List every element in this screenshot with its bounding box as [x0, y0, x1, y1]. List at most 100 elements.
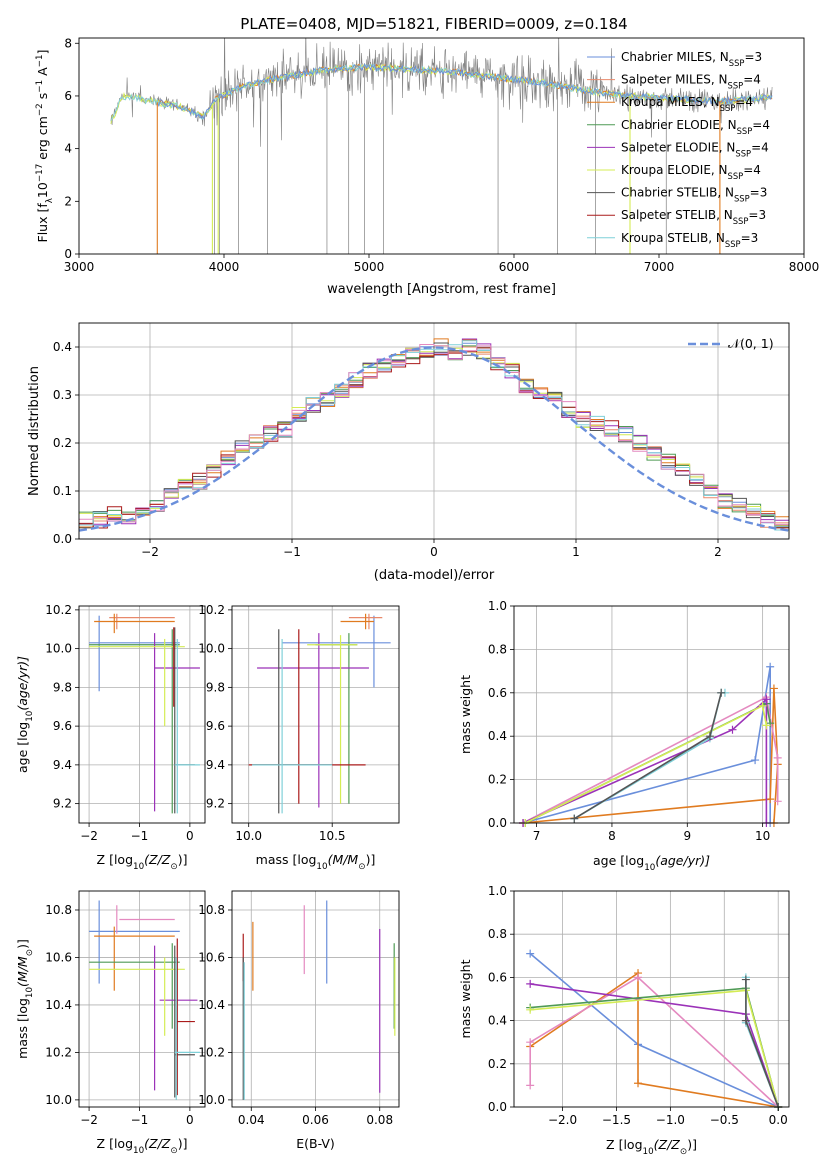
mass-vs-EBV-ytick-label-0: 10.0: [198, 1093, 225, 1107]
mass-weight-vs-Z-marker-2-2: [634, 973, 643, 982]
spectrum-ylabel: Flux [fλ10−17 erg cm−2 s−1 A−1]: [35, 50, 55, 243]
mass-vs-EBV-xlabel: E(B-V): [296, 1136, 335, 1151]
mass-weight-vs-age-ytick-label-4: 0.8: [488, 642, 507, 656]
mass-weight-vs-age-ytick-label-5: 1.0: [488, 599, 507, 613]
age-vs-mass-ytick-label-3: 9.8: [206, 680, 225, 694]
mass-weight-vs-age-marker-1-2: [769, 684, 778, 693]
mass-weight-vs-age-frame: [513, 605, 790, 824]
mass-weight-vs-Z-marker-0-0: [526, 949, 535, 958]
mass-weight-vs-age-panel: 7 8 9 10 0.0 0.2 0.4 0.6 0.8 1.0 age [log10(age/yr…: [458, 599, 790, 873]
histogram-series-7: [79, 347, 789, 529]
age-vs-Z-xtick-label-0: −2: [80, 829, 98, 843]
age-vs-Z-panel: −2 −1 0 9.2 9.4 9.6 9.8 10.0 10.2 Z [log10(Z/Z⊙)]…: [15, 603, 206, 872]
legend-label-8: Kroupa STELIB, NSSP=3: [621, 231, 758, 249]
age-vs-Z-ytick-label-2: 9.6: [53, 719, 72, 733]
legend-label-3: Chabrier ELODIE, NSSP=4: [621, 118, 770, 136]
mass-weight-vs-age-marker-7-0: [570, 814, 579, 823]
spectrum-xtick-label-1: 4000: [209, 260, 240, 274]
histogram-xlabel: (data-model)/error: [374, 568, 495, 583]
age-vs-Z-ytick-label-3: 9.8: [53, 680, 72, 694]
age-vs-Z-ytick-label-1: 9.4: [53, 758, 72, 772]
residual-histogram-ytick-label-0: 0.0: [53, 532, 72, 546]
legend-label-6: Chabrier STELIB, NSSP=3: [621, 186, 767, 204]
legend-label-4: Salpeter ELODIE, NSSP=4: [621, 140, 769, 158]
mass-weight-vs-Z-plot-area: [526, 949, 783, 1111]
mass-vs-EBV-ytick-label-1: 10.2: [198, 1045, 225, 1059]
mass-vs-Z-xtick-label-1: −1: [131, 1113, 149, 1127]
mass-weight-vs-age-marker-2-2: [773, 753, 782, 762]
age-vs-Z-xlabel: Z [log10(Z/Z⊙)]: [97, 852, 188, 872]
mass-weight-vs-age-marker-1-1: [766, 795, 775, 804]
mass-weight-vs-age-series-0: [522, 666, 771, 824]
legend-label-1: Salpeter MILES, NSSP=4: [621, 73, 761, 91]
spectrum-ytick-label-2: 4: [64, 142, 72, 156]
spectrum-ytick-label-1: 2: [64, 194, 72, 208]
age-vs-mass-xlabel: mass [log10(M/M⊙)]: [256, 852, 376, 872]
legend-label-0: Chabrier MILES, NSSP=3: [621, 50, 762, 68]
mass-weight-vs-Z-xtick-label-0: −2.0: [548, 1113, 577, 1127]
residual-histogram-xtick-label-2: 0: [430, 545, 438, 559]
mass-weight-vs-age-marker-7-2: [717, 688, 726, 697]
mass-weight-vs-age-marker-4-1: [728, 725, 737, 734]
mass-vs-EBV-xtick-label-0: 0.04: [238, 1113, 265, 1127]
mass-vs-Z-ytick-label-3: 10.6: [45, 950, 72, 964]
mass-vs-Z-xlabel: Z [log10(Z/Z⊙)]: [97, 1136, 188, 1156]
mass-weight-vs-Z-ytick-label-1: 0.2: [488, 1057, 507, 1071]
residual-histogram-xtick-label-0: −2: [141, 545, 159, 559]
spectrum-frame: [78, 37, 805, 255]
mass-weight-vs-age-series-2: [522, 695, 779, 824]
mass-weight-vs-Z-xlabel: Z [log10(Z/Z⊙)]: [606, 1137, 697, 1157]
mass-weight-vs-age-plot-area: [519, 662, 782, 827]
mass-vs-Z-panel: −2 −1 0 10.0 10.2 10.4 10.6 10.8 Z [log10(Z/Z⊙)]…: [15, 890, 206, 1156]
residual-histogram-xtick-label-1: −1: [283, 545, 301, 559]
mass-vs-Z-ytick-label-1: 10.2: [45, 1045, 72, 1059]
age-vs-mass-plot-area: [248, 613, 391, 814]
mass-weight-vs-age-ytick-label-1: 0.2: [488, 773, 507, 787]
mass-weight-vs-Z-series-5: [530, 989, 779, 1108]
histogram-ylabel: Normed distribution: [27, 366, 42, 496]
mass-vs-Z-ytick-label-2: 10.4: [45, 998, 72, 1012]
mass-weight-vs-Z-marker-2-0: [526, 1081, 535, 1090]
mass-vs-EBV-xtick-label-2: 0.08: [366, 1113, 393, 1127]
mass-vs-EBV-xtick-label-1: 0.06: [302, 1113, 329, 1127]
mass-weight-vs-Z-marker-1-2: [634, 1079, 643, 1088]
histogram-series-9: [79, 344, 789, 526]
mass-weight-vs-age-marker-5-1: [758, 701, 767, 710]
mass-weight-vs-Z-ylabel: mass weight: [458, 959, 473, 1038]
mass-weight-vs-Z-xtick-label-1: −1.5: [602, 1113, 631, 1127]
mass-weight-vs-age-xtick-label-1: 8: [608, 829, 616, 843]
mass-vs-Z-xtick-label-2: 0: [186, 1113, 194, 1127]
age-vs-mass-ytick-label-5: 10.2: [198, 603, 225, 617]
mass-weight-vs-age-marker-0-2: [766, 662, 775, 671]
residual-histogram-ytick-label-4: 0.4: [53, 340, 72, 354]
mass-vs-EBV-frame: [231, 890, 400, 1108]
residual-histogram-xtick-label-4: 2: [714, 545, 722, 559]
mass-vs-Z-frame: [78, 890, 206, 1108]
mass-weight-vs-age-xtick-label-0: 7: [533, 829, 541, 843]
spectrum-model-3: [156, 63, 773, 120]
mass-vs-EBV-panel: 0.04 0.06 0.08 10.0 10.2 10.4 10.6 10.8 E(B-V): [198, 890, 400, 1151]
legend-label-5: Kroupa ELODIE, NSSP=4: [621, 163, 761, 181]
mass-weight-vs-age-series-6: [573, 692, 725, 820]
age-vs-Z-ytick-label-0: 9.2: [53, 797, 72, 811]
mass-weight-vs-Z-marker-5-0: [526, 1005, 535, 1014]
mass-weight-vs-Z-ytick-label-2: 0.4: [488, 1014, 507, 1028]
mass-weight-vs-Z-series-3: [530, 983, 779, 1108]
age-vs-mass-xtick-label-1: 10.5: [319, 829, 346, 843]
residual-histogram-ytick-label-1: 0.1: [53, 484, 72, 498]
mass-weight-vs-Z-xtick-label-2: −1.0: [656, 1113, 685, 1127]
mass-weight-vs-age-ylabel: mass weight: [458, 675, 473, 754]
mass-vs-EBV-ytick-label-4: 10.8: [198, 903, 225, 917]
mass-vs-Z-ytick-label-4: 10.8: [45, 903, 72, 917]
age-vs-mass-frame: [231, 605, 400, 824]
mass-weight-vs-Z-xtick-label-3: −0.5: [710, 1113, 739, 1127]
age-vs-mass-ytick-label-2: 9.6: [206, 719, 225, 733]
age-vs-mass-ytick-label-0: 9.2: [206, 797, 225, 811]
mass-weight-vs-age-xtick-label-3: 10: [755, 829, 770, 843]
spectrum-ytick-label-4: 8: [64, 36, 72, 50]
residual-histogram-ytick-label-3: 0.3: [53, 388, 72, 402]
residual-histogram-ytick-label-2: 0.2: [53, 436, 72, 450]
mass-weight-vs-age-marker-7-1: [705, 732, 714, 741]
mass-vs-EBV-ytick-label-2: 10.4: [198, 998, 225, 1012]
residual-histogram-panel: −2 −1 0 1 2 0.0 0.1 0.2 0.3 0.4 (data-model)/error…: [27, 322, 790, 583]
